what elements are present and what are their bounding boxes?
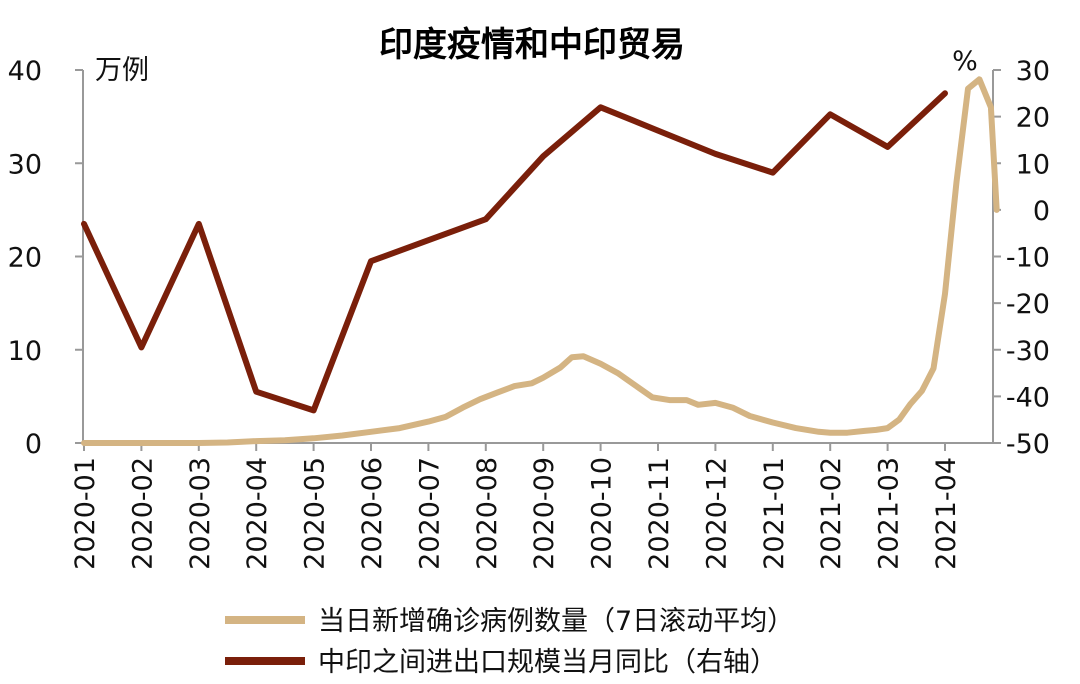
right-tick-label: 0 [1033,196,1050,227]
left-axis-ticks: 0 10 20 30 40 [8,56,83,460]
right-tick-label: -30 [1006,336,1050,367]
right-tick-label: -40 [1006,382,1050,413]
x-tick-label: 2021-03 [874,457,905,570]
x-tick-label: 2020-08 [472,457,503,570]
right-tick-label: -20 [1006,289,1050,320]
left-axis-unit: 万例 [95,55,149,86]
x-tick-label: 2020-03 [185,457,216,570]
x-tick-label: 2020-10 [587,457,618,570]
chart-title: 印度疫情和中印贸易 [379,25,685,65]
legend-label-cases: 当日新增确诊病例数量（7日滚动平均） [318,606,794,637]
x-tick-label: 2020-01 [70,457,101,570]
x-tick-label: 2021-02 [816,457,847,570]
left-tick-label: 30 [8,149,42,180]
x-tick-label: 2021-04 [931,457,962,570]
right-tick-label: 20 [1016,103,1050,134]
x-tick-label: 2020-09 [529,457,560,570]
left-tick-label: 40 [8,56,42,87]
right-tick-label: -50 [1006,429,1050,460]
right-tick-label: 10 [1016,149,1050,180]
x-tick-label: 2020-06 [357,457,388,570]
x-tick-label: 2020-07 [414,457,445,570]
right-axis-ticks: -50 -40 -30 -20 -10 0 10 20 30 [993,56,1050,460]
x-tick-label: 2020-02 [127,457,158,570]
right-axis-unit: % [952,46,978,77]
left-tick-label: 0 [25,429,42,460]
x-tick-label: 2020-12 [701,457,732,570]
series-layer [81,76,1000,446]
x-tick-label: 2021-01 [759,457,790,570]
right-tick-label: 30 [1016,56,1050,87]
series-line-trade [81,90,948,414]
legend-label-trade: 中印之间进出口规模当月同比（右轴） [318,647,777,678]
left-tick-label: 20 [8,243,42,274]
left-tick-label: 10 [8,336,42,367]
right-tick-label: -10 [1006,243,1050,274]
series-line-cases [81,76,1000,446]
x-axis-ticks: 2020-01 2020-02 2020-03 2020-04 2020-05 2020-… [70,443,962,570]
legend: 当日新增确诊病例数量（7日滚动平均） 中印之间进出口规模当月同比（右轴） [225,606,794,678]
x-tick-label: 2020-04 [242,457,273,570]
x-tick-label: 2020-05 [300,457,331,570]
x-tick-label: 2020-11 [644,457,675,570]
